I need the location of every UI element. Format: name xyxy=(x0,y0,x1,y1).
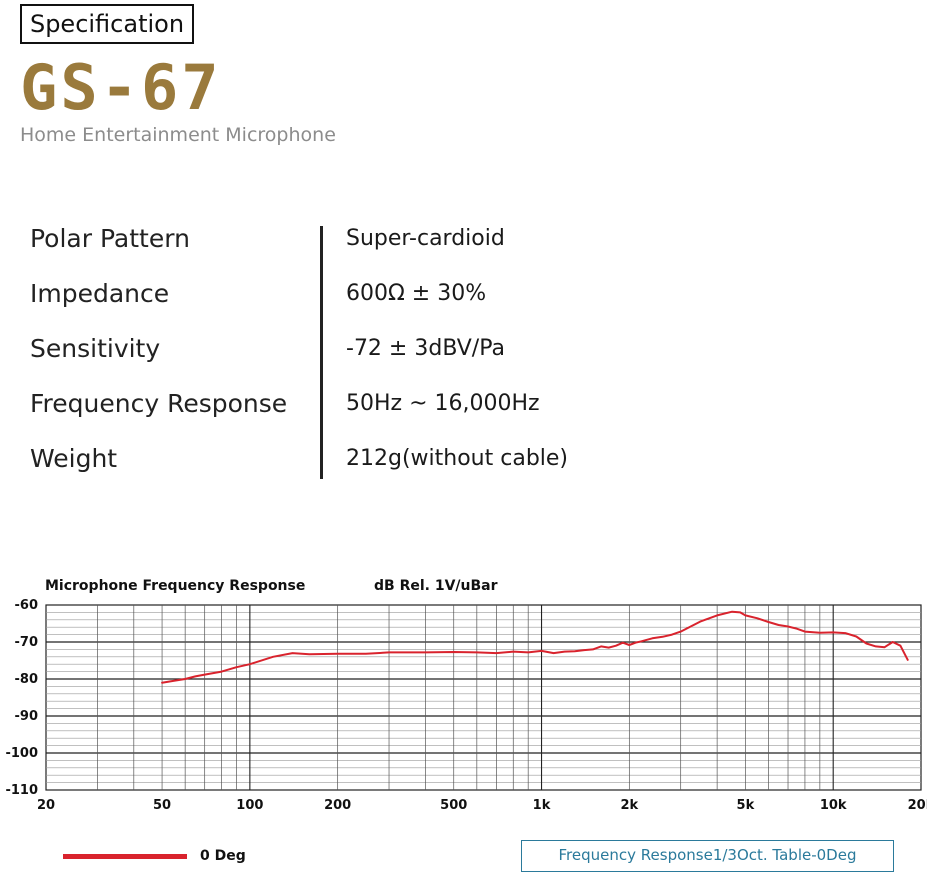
response-table-note: Frequency Response1/3Oct. Table-0Deg xyxy=(521,840,894,872)
spec-label: Polar Pattern xyxy=(30,224,190,253)
model-title: GS-67 xyxy=(20,51,222,124)
chart-y-unit: dB Rel. 1V/uBar xyxy=(374,578,498,594)
x-tick-label: 10k xyxy=(820,798,847,813)
y-tick-label: -90 xyxy=(15,709,39,724)
y-tick-label: -100 xyxy=(5,746,38,761)
x-tick-label: 2k xyxy=(620,798,638,813)
x-tick-label: 20k xyxy=(908,798,927,813)
spec-value: 600Ω ± 30% xyxy=(346,281,487,306)
series-line-0-deg xyxy=(161,610,909,684)
plot-frame xyxy=(45,604,922,791)
spec-value: -72 ± 3dBV/Pa xyxy=(346,336,505,361)
x-tick-label: 100 xyxy=(236,798,263,813)
specification-badge: Specification xyxy=(20,4,194,44)
x-tick-label: 1k xyxy=(533,798,551,813)
x-tick-label: 20 xyxy=(37,798,55,813)
spec-label: Weight xyxy=(30,444,118,473)
spec-divider xyxy=(320,226,323,479)
spec-label: Frequency Response xyxy=(30,389,288,418)
legend-label-0-deg: 0 Deg xyxy=(200,848,246,864)
x-tick-label: 50 xyxy=(153,798,171,813)
y-tick-label: -60 xyxy=(15,598,39,613)
chart-title: Microphone Frequency Response xyxy=(45,578,306,594)
y-tick-label: -110 xyxy=(5,783,38,798)
spec-label: Sensitivity xyxy=(30,334,161,363)
spec-label: Impedance xyxy=(30,279,170,308)
spec-value: 212g(without cable) xyxy=(346,446,569,471)
spec-value: Super-cardioid xyxy=(346,226,505,251)
legend-swatch-0-deg xyxy=(63,854,187,859)
product-subtitle: Home Entertainment Microphone xyxy=(20,124,336,146)
x-tick-label: 5k xyxy=(737,798,755,813)
x-tick-label: 200 xyxy=(324,798,351,813)
spec-value: 50Hz ~ 16,000Hz xyxy=(346,391,540,416)
x-tick-label: 500 xyxy=(440,798,467,813)
y-tick-label: -80 xyxy=(15,672,39,687)
y-tick-label: -70 xyxy=(15,635,39,650)
